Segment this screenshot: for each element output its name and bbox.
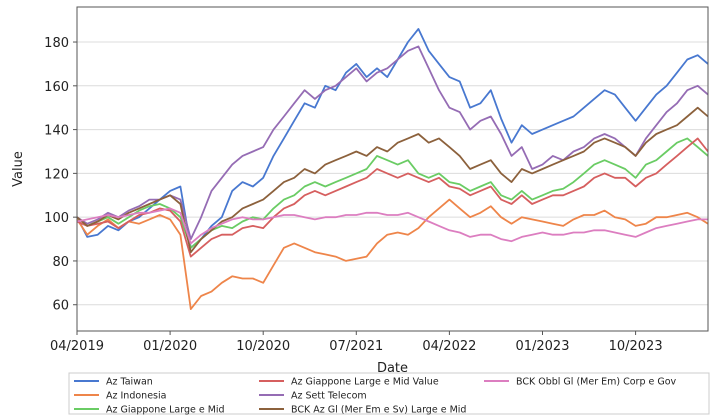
x-tick-label: 04/2022: [422, 339, 476, 354]
legend-label: BCK Az Gl (Mer Em e Sv) Large e Mid: [291, 405, 466, 416]
x-tick-label: 01/2023: [515, 339, 569, 354]
series-lines: [76, 28, 709, 310]
x-tick-label: 01/2020: [143, 339, 197, 354]
y-tick-label: 140: [44, 124, 69, 139]
series-line-2: [76, 137, 709, 249]
series-line-5: [76, 106, 709, 254]
legend-label: Az Giappone Large e Mid Value: [291, 377, 439, 388]
legend: Az Taiwan Az Indonesia Az Giappone Large e…: [68, 372, 710, 416]
series-line-3: [76, 137, 709, 258]
series-line-4: [76, 45, 709, 240]
y-tick-label: 160: [44, 80, 69, 95]
x-axis-ticks: 04/2019 01/2020 10/2020 07/2021 04/2022 01/20…: [50, 331, 663, 354]
series-line-0: [76, 28, 709, 249]
plot-frame: [76, 6, 709, 332]
y-axis-label: Value: [11, 151, 26, 187]
series-line-1: [76, 198, 709, 310]
y-tick-label: 60: [52, 299, 69, 314]
legend-label: Az Taiwan: [106, 377, 153, 388]
legend-label: BCK Obbl Gl (Mer Em) Corp e Gov: [516, 377, 677, 388]
legend-label: Az Indonesia: [106, 391, 166, 402]
x-axis-label: Date: [377, 361, 408, 376]
y-tick-label: 80: [52, 255, 69, 270]
y-tick-label: 180: [44, 36, 69, 51]
y-tick-label: 120: [44, 167, 69, 182]
x-tick-label: 04/2019: [50, 339, 104, 354]
legend-label: Az Sett Telecom: [291, 391, 367, 402]
legend-label: Az Giappone Large e Mid: [106, 405, 225, 416]
x-tick-label: 07/2021: [329, 339, 383, 354]
x-tick-label: 10/2023: [609, 339, 663, 354]
y-axis-ticks: 60 80 100 120 140 160 180: [44, 36, 77, 314]
series-line-6: [76, 207, 708, 245]
gridlines: [77, 41, 708, 306]
x-tick-label: 10/2020: [236, 339, 290, 354]
legend-box: [68, 372, 710, 415]
y-tick-label: 100: [44, 211, 69, 226]
axes: [76, 6, 709, 332]
